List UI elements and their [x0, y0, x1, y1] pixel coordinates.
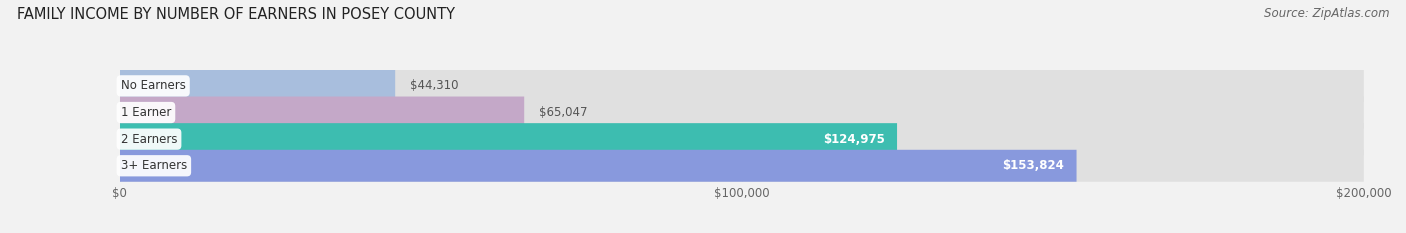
FancyBboxPatch shape	[120, 96, 1364, 128]
Text: FAMILY INCOME BY NUMBER OF EARNERS IN POSEY COUNTY: FAMILY INCOME BY NUMBER OF EARNERS IN PO…	[17, 7, 456, 22]
FancyBboxPatch shape	[120, 150, 1077, 182]
Text: $65,047: $65,047	[538, 106, 588, 119]
Text: No Earners: No Earners	[121, 79, 186, 92]
Text: 3+ Earners: 3+ Earners	[121, 159, 187, 172]
Text: Source: ZipAtlas.com: Source: ZipAtlas.com	[1264, 7, 1389, 20]
FancyBboxPatch shape	[120, 123, 1364, 155]
FancyBboxPatch shape	[120, 96, 524, 128]
Text: $153,824: $153,824	[1002, 159, 1064, 172]
FancyBboxPatch shape	[120, 70, 395, 102]
FancyBboxPatch shape	[120, 123, 897, 155]
FancyBboxPatch shape	[120, 70, 1364, 102]
Text: 2 Earners: 2 Earners	[121, 133, 177, 146]
Text: $44,310: $44,310	[411, 79, 458, 92]
Text: $124,975: $124,975	[823, 133, 884, 146]
Text: 1 Earner: 1 Earner	[121, 106, 172, 119]
FancyBboxPatch shape	[120, 150, 1364, 182]
